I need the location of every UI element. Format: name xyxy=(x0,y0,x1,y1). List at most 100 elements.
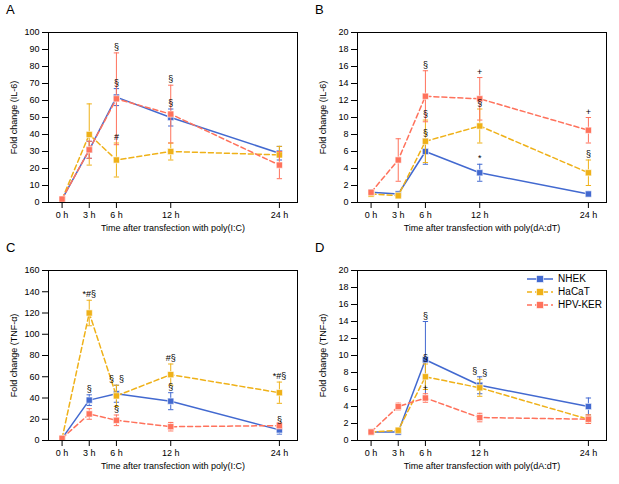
svg-text:6 h: 6 h xyxy=(110,210,123,220)
html-text:HaCaT: HaCaT xyxy=(558,286,590,297)
svg-text:+: + xyxy=(423,383,428,393)
svg-text:Time after transfection with p: Time after transfection with poly(dA:dT) xyxy=(404,461,561,471)
svg-text:Fold change (TNF-α): Fold change (TNF-α) xyxy=(9,314,19,398)
svg-text:6 h: 6 h xyxy=(419,448,432,458)
svg-text:10: 10 xyxy=(338,350,348,360)
svg-text:24 h: 24 h xyxy=(271,448,289,458)
svg-text:6 h: 6 h xyxy=(419,210,432,220)
svg-text:0: 0 xyxy=(34,435,39,445)
svg-text:§: § xyxy=(482,368,487,378)
svg-text:6: 6 xyxy=(343,146,348,156)
svg-text:Time after transfection with p: Time after transfection with poly(I:C) xyxy=(101,461,245,471)
svg-text:3 h: 3 h xyxy=(392,448,405,458)
svg-text:10: 10 xyxy=(29,180,39,190)
svg-text:§: § xyxy=(168,382,173,392)
svg-text:70: 70 xyxy=(29,78,39,88)
svg-text:100: 100 xyxy=(24,27,39,37)
svg-text:20: 20 xyxy=(29,414,39,424)
svg-text:12: 12 xyxy=(338,333,348,343)
svg-text:§: § xyxy=(586,149,591,159)
svg-text:0: 0 xyxy=(34,197,39,207)
svg-text:Time after transfection with p: Time after transfection with poly(dA:dT) xyxy=(404,223,561,233)
svg-text:+: + xyxy=(477,67,482,77)
svg-text:90: 90 xyxy=(29,44,39,54)
svg-text:140: 140 xyxy=(24,287,39,297)
svg-text:#: # xyxy=(114,132,119,142)
svg-text:16: 16 xyxy=(338,299,348,309)
svg-text:14: 14 xyxy=(338,316,348,326)
svg-text:160: 160 xyxy=(24,265,39,275)
svg-text:0 h: 0 h xyxy=(365,448,378,458)
svg-text:§: § xyxy=(114,404,119,414)
svg-text:§: § xyxy=(119,374,124,384)
html-text:NHEK: NHEK xyxy=(558,273,586,284)
svg-text:30: 30 xyxy=(29,146,39,156)
svg-text:24 h: 24 h xyxy=(580,210,598,220)
svg-text:12 h: 12 h xyxy=(471,210,489,220)
svg-text:0: 0 xyxy=(343,435,348,445)
svg-text:3 h: 3 h xyxy=(83,448,96,458)
svg-text:50: 50 xyxy=(29,112,39,122)
html-text:HPV-KER: HPV-KER xyxy=(558,299,602,310)
svg-text:10: 10 xyxy=(338,112,348,122)
svg-text:40: 40 xyxy=(29,393,39,403)
svg-text:Fold change (TNF-α): Fold change (TNF-α) xyxy=(318,314,328,398)
svg-text:16: 16 xyxy=(338,61,348,71)
svg-text:Fold change (IL-6): Fold change (IL-6) xyxy=(9,81,19,155)
svg-text:§: § xyxy=(277,415,282,425)
svg-text:*#§: *#§ xyxy=(82,289,96,299)
svg-text:0 h: 0 h xyxy=(56,448,69,458)
svg-text:120: 120 xyxy=(24,308,39,318)
svg-text:20: 20 xyxy=(29,163,39,173)
svg-text:Fold change (IL-6): Fold change (IL-6) xyxy=(318,81,328,155)
svg-text:12 h: 12 h xyxy=(471,448,489,458)
svg-text:8: 8 xyxy=(343,129,348,139)
svg-text:§: § xyxy=(168,98,173,108)
svg-text:§: § xyxy=(114,42,119,52)
svg-text:§: § xyxy=(477,98,482,108)
svg-text:80: 80 xyxy=(29,61,39,71)
svg-text:§: § xyxy=(423,311,428,321)
svg-text:12: 12 xyxy=(338,95,348,105)
svg-text:4: 4 xyxy=(343,401,348,411)
svg-text:8: 8 xyxy=(343,367,348,377)
svg-text:§: § xyxy=(114,78,119,88)
svg-text:§: § xyxy=(109,374,114,384)
svg-text:24 h: 24 h xyxy=(580,448,598,458)
svg-text:§: § xyxy=(168,74,173,84)
svg-text:18: 18 xyxy=(338,282,348,292)
svg-text:100: 100 xyxy=(24,329,39,339)
svg-text:60: 60 xyxy=(29,95,39,105)
svg-text:3 h: 3 h xyxy=(392,210,405,220)
svg-text:18: 18 xyxy=(338,44,348,54)
svg-text:14: 14 xyxy=(338,78,348,88)
svg-text:§: § xyxy=(423,353,428,363)
svg-text:§: § xyxy=(423,60,428,70)
svg-text:*: * xyxy=(478,153,482,163)
svg-text:24 h: 24 h xyxy=(271,210,289,220)
svg-text:§: § xyxy=(87,384,92,394)
svg-text:0: 0 xyxy=(343,197,348,207)
svg-text:80: 80 xyxy=(29,350,39,360)
svg-text:3 h: 3 h xyxy=(83,210,96,220)
svg-text:12 h: 12 h xyxy=(162,448,180,458)
svg-text:2: 2 xyxy=(343,418,348,428)
svg-text:6: 6 xyxy=(343,384,348,394)
svg-text:§: § xyxy=(423,109,428,119)
svg-text:20: 20 xyxy=(338,265,348,275)
svg-text:§: § xyxy=(472,366,477,376)
svg-text:0 h: 0 h xyxy=(365,210,378,220)
svg-text:6 h: 6 h xyxy=(110,448,123,458)
svg-text:60: 60 xyxy=(29,372,39,382)
svg-text:2: 2 xyxy=(343,180,348,190)
svg-text:+: + xyxy=(586,107,591,117)
svg-text:0 h: 0 h xyxy=(56,210,69,220)
svg-text:40: 40 xyxy=(29,129,39,139)
svg-text:#§: #§ xyxy=(166,353,176,363)
svg-text:Time after transfection with p: Time after transfection with poly(I:C) xyxy=(101,223,245,233)
svg-text:§: § xyxy=(423,128,428,138)
svg-text:20: 20 xyxy=(338,27,348,37)
svg-text:*#§: *#§ xyxy=(273,371,287,381)
svg-text:12 h: 12 h xyxy=(162,210,180,220)
svg-text:4: 4 xyxy=(343,163,348,173)
